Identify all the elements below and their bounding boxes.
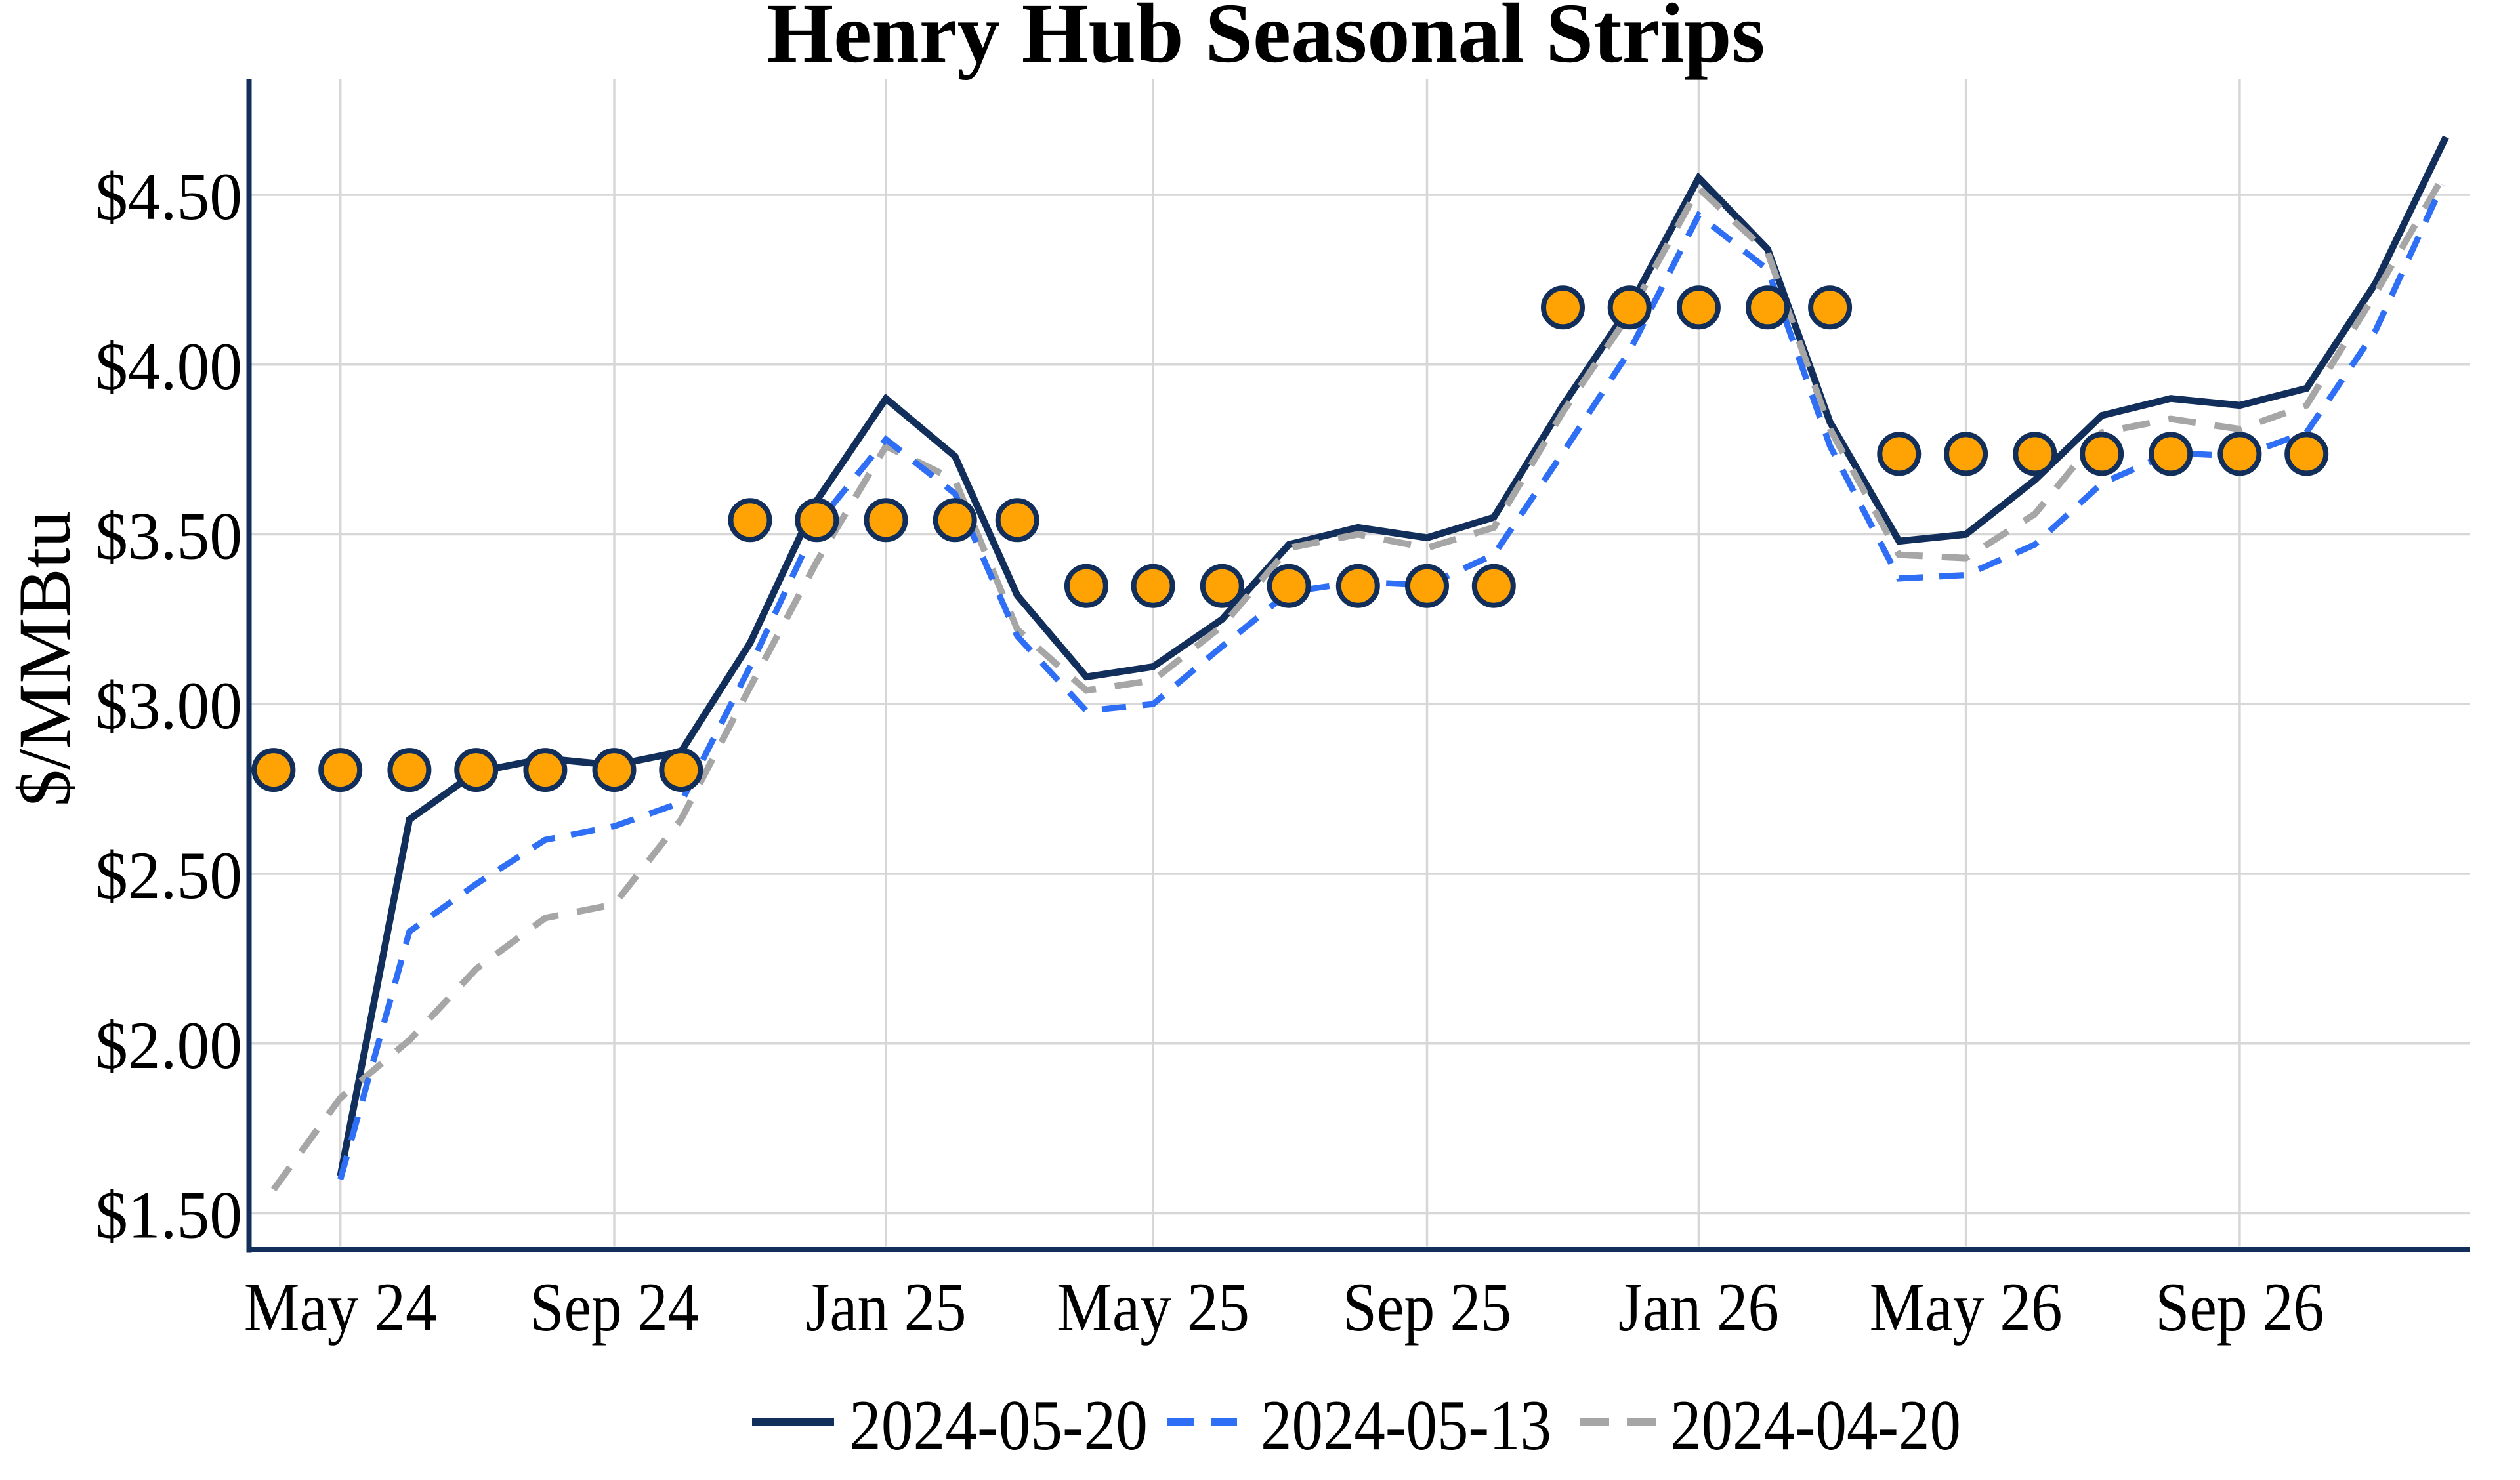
svg-text:$2.00: $2.00 [95,1008,242,1083]
svg-text:Sep 25: Sep 25 [1343,1269,1511,1346]
svg-text:May 25: May 25 [1057,1269,1250,1346]
svg-text:May 24: May 24 [244,1269,437,1346]
svg-text:Jan 26: Jan 26 [1618,1269,1779,1346]
svg-text:$3.50: $3.50 [95,499,242,574]
svg-text:$4.50: $4.50 [95,159,242,234]
svg-text:$/MMBtu: $/MMBtu [4,511,86,807]
svg-text:Jan 25: Jan 25 [806,1269,967,1346]
svg-text:May 26: May 26 [1870,1269,2063,1346]
svg-text:Henry Hub Seasonal Strips: Henry Hub Seasonal Strips [767,0,1765,81]
svg-text:Sep 24: Sep 24 [530,1269,699,1346]
svg-text:$1.50: $1.50 [95,1178,242,1253]
svg-text:2024-04-20: 2024-04-20 [1670,1386,1961,1465]
svg-text:$4.00: $4.00 [95,329,242,404]
svg-text:2024-05-20: 2024-05-20 [849,1386,1148,1465]
svg-text:$3.00: $3.00 [95,668,242,743]
svg-text:2024-05-13: 2024-05-13 [1261,1386,1551,1465]
svg-text:Sep 26: Sep 26 [2155,1269,2324,1346]
svg-text:$2.50: $2.50 [95,838,242,913]
